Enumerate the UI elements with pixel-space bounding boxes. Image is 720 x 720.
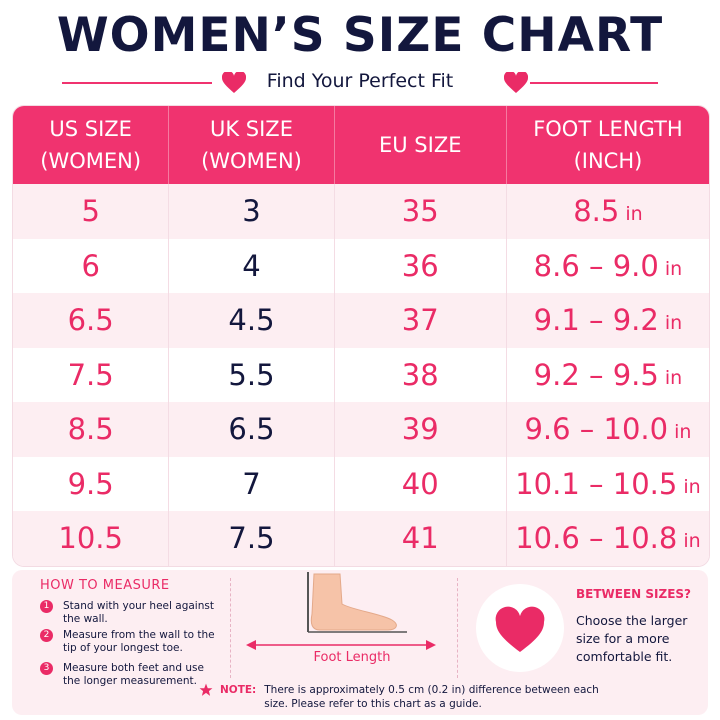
divider	[62, 82, 212, 84]
diagram-label: Foot Length	[313, 650, 391, 665]
table-row: 8.5 6.5 39 9.6 – 10.0 in	[13, 402, 709, 457]
unit: in	[664, 257, 683, 280]
table-cell: 41	[335, 511, 507, 566]
table-cell: 5.5	[169, 347, 335, 402]
table-cell: 9.5	[13, 456, 170, 511]
table-cell: 4.5	[169, 293, 335, 348]
unit: in	[683, 530, 701, 553]
foot-length: 9.1 – 9.2	[533, 303, 659, 338]
step-text: Measure from the wall to the tip of your…	[63, 629, 215, 654]
table-cell: 37	[335, 293, 507, 348]
step: 2 Measure from the wall to the tip of you…	[40, 629, 220, 655]
foot-length: 9.6 – 10.0	[524, 412, 669, 447]
table-cell: 9.2 – 9.5 in	[507, 348, 709, 403]
table-cell: 6.5	[13, 293, 170, 348]
table-cell: 35	[335, 184, 507, 239]
table-cell: 10.6 – 10.8 in	[507, 511, 709, 566]
table-row: 7.5 5.5 38 9.2 – 9.5 in	[13, 347, 709, 403]
unit: in	[664, 366, 683, 389]
tip-text: Choose the larger size for a more comfor…	[576, 613, 688, 664]
table-cell: 10.5	[13, 511, 170, 566]
table-cell: 6	[13, 238, 170, 293]
step-text: Stand with your heel against the wall.	[63, 600, 214, 625]
header-cell: EU SIZE	[335, 106, 507, 184]
table-row: 9.5 7 40 10.1 – 10.5 in	[13, 456, 709, 512]
header-cell: UK SIZE (WOMEN)	[169, 106, 335, 184]
star-icon	[199, 683, 213, 696]
table-row: 10.5 7.5 41 10.6 – 10.8 in	[13, 511, 709, 566]
table-cell: 3	[169, 184, 335, 239]
note: NOTE: There is approximately 0.5 cm (0.2…	[198, 683, 604, 711]
table-cell: 36	[335, 238, 507, 293]
table-cell: 7.5	[169, 511, 335, 566]
table-cell: 8.6 – 9.0 in	[507, 239, 709, 294]
size-table: US SIZE (WOMEN) UK SIZE (WOMEN) EU SIZE FOO…	[12, 105, 710, 567]
heart-icon	[222, 72, 246, 93]
foot-length: 8.5	[573, 194, 620, 229]
divider	[457, 578, 458, 678]
unit: in	[664, 312, 683, 335]
table-cell: 9.6 – 10.0 in	[507, 402, 709, 457]
table-cell: 8.5	[13, 402, 170, 457]
note-label: NOTE:	[220, 684, 257, 696]
header-cell: US SIZE (WOMEN)	[13, 106, 170, 184]
table-cell: 40	[335, 456, 507, 511]
section-title: BETWEEN SIZES?	[576, 587, 691, 601]
table-body: 5 3 35 8.5 in 6 4 36 8.6 – 9.0 in 6.5 4.5 37 9.1 – 9.…	[13, 184, 709, 566]
title: WOMEN’S SIZE CHART	[56, 8, 664, 63]
table-cell: 7	[169, 456, 335, 511]
heart-icon	[504, 72, 528, 93]
table-cell: 8.5 in	[507, 184, 709, 239]
foot-length: 10.6 – 10.8	[515, 521, 678, 556]
table-cell: 7.5	[13, 347, 170, 402]
table-cell: 5	[13, 184, 170, 239]
unit: in	[625, 203, 643, 226]
foot-length: 8.6 – 9.0	[533, 248, 659, 283]
foot-length: 9.2 – 9.5	[533, 357, 659, 392]
table-cell: 4	[169, 238, 335, 293]
step-text: Measure both feet and use the longer mea…	[63, 662, 204, 687]
info-panel: HOW TO MEASURE 1 Stand with your heel aga…	[12, 570, 708, 715]
unit: in	[674, 421, 692, 444]
subtitle: Find Your Perfect Fit	[266, 70, 454, 92]
table-cell: 38	[335, 347, 507, 402]
table-row: 6 4 36 8.6 – 9.0 in	[13, 238, 709, 294]
foot-diagram	[246, 572, 436, 650]
heart-badge	[476, 584, 564, 672]
divider	[530, 82, 658, 84]
unit: in	[683, 475, 701, 498]
step: 1 Stand with your heel against the wall.	[40, 600, 220, 626]
note-text: There is approximately 0.5 cm (0.2 in) d…	[264, 684, 599, 710]
table-row: 5 3 35 8.5 in	[13, 184, 709, 239]
section-title: HOW TO MEASURE	[40, 578, 170, 593]
table-cell: 6.5	[169, 402, 335, 457]
divider	[230, 578, 231, 678]
foot-length: 10.1 – 10.5	[515, 466, 678, 501]
header-cell: FOOT LENGTH (INCH)	[533, 117, 683, 173]
table-cell: 10.1 – 10.5 in	[507, 457, 709, 512]
step-number: 2	[40, 629, 53, 642]
table-header: US SIZE (WOMEN) UK SIZE (WOMEN) EU SIZE FOO…	[13, 106, 709, 184]
step-number: 3	[40, 662, 53, 675]
table-cell: 9.1 – 9.2 in	[507, 293, 709, 348]
step-number: 1	[40, 600, 53, 613]
step: 3 Measure both feet and use the longer me…	[40, 662, 220, 688]
table-row: 6.5 4.5 37 9.1 – 9.2 in	[13, 293, 709, 348]
table-cell: 39	[335, 402, 507, 457]
